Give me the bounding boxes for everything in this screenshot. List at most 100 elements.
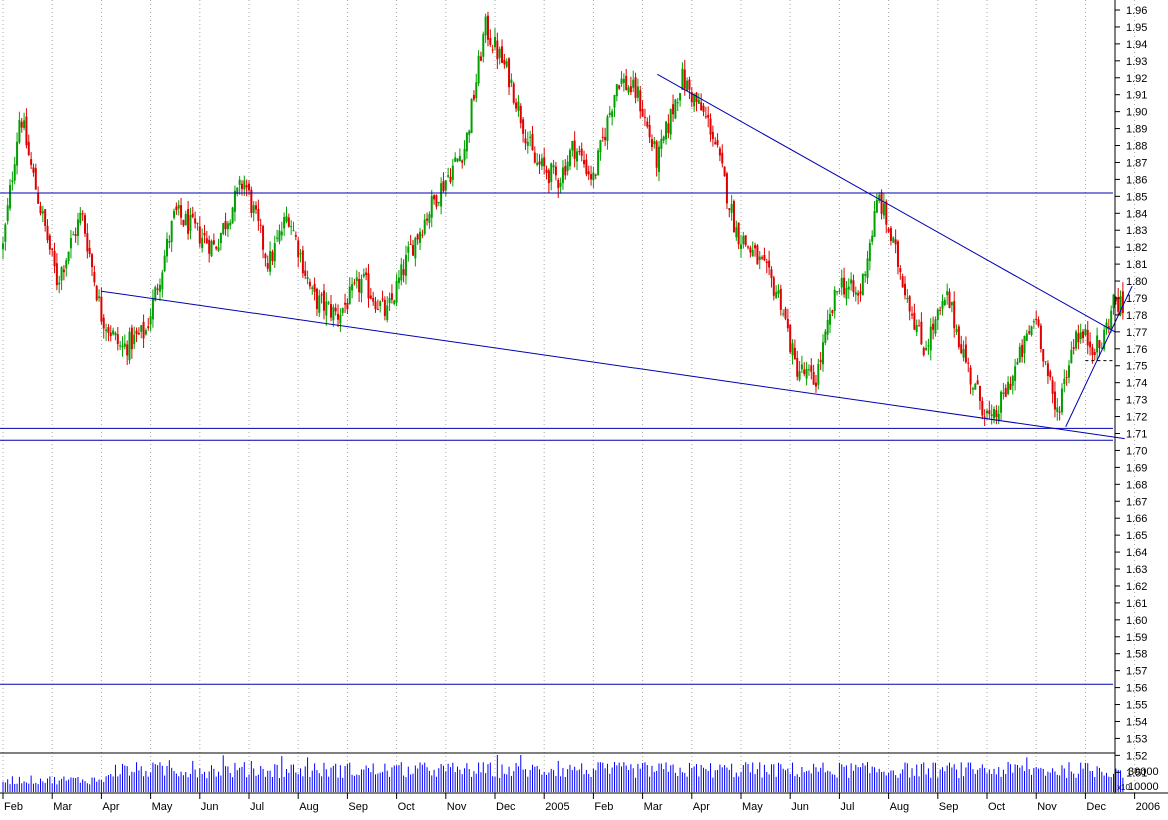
candle-body [913, 312, 916, 330]
candle-body [632, 79, 635, 88]
candle-body [1002, 392, 1005, 395]
candle-body [332, 307, 335, 321]
candle-body [529, 136, 532, 138]
candle-body [175, 206, 178, 211]
candle-body [971, 388, 974, 390]
x-tick-label: Jun [791, 801, 809, 813]
candle-body [791, 343, 794, 356]
candle-body [1011, 376, 1014, 386]
y-tick-label: 1.64 [1126, 547, 1147, 559]
candle-body [154, 286, 157, 301]
candle-body [674, 99, 677, 119]
candle-body [672, 104, 675, 115]
candle-body [1086, 330, 1089, 346]
candle-body [854, 292, 857, 295]
candle-body [531, 133, 534, 151]
y-tick-label: 1.65 [1126, 530, 1147, 542]
candle-body [46, 225, 49, 241]
candle-body [372, 297, 375, 302]
candle-body [868, 242, 871, 262]
candle-body [16, 141, 19, 166]
candle-body [67, 251, 70, 262]
candle-body [1119, 296, 1122, 315]
candle-body [611, 111, 614, 117]
candle-body [882, 203, 885, 216]
candle-body [163, 255, 166, 272]
candle-body [182, 220, 185, 226]
candle-body [557, 180, 560, 189]
y-tick-label: 1.52 [1126, 750, 1147, 762]
candle-body [911, 314, 914, 316]
x-tick-label: Feb [594, 801, 613, 813]
candle-body [573, 140, 576, 159]
candle-body [622, 78, 625, 83]
candle-body [608, 112, 611, 116]
candle-body [810, 365, 813, 372]
grid [2, 0, 1136, 793]
candle-body [137, 332, 140, 335]
candle-body [151, 297, 154, 320]
y-tick-label: 1.86 [1126, 174, 1147, 186]
candle-body [226, 223, 229, 230]
candle-body [636, 86, 639, 98]
candle-body [1014, 366, 1017, 381]
candle-body [503, 59, 506, 65]
candle-body [245, 185, 248, 188]
candle-body [620, 78, 623, 84]
candle-body [857, 293, 860, 296]
candle-body [604, 136, 607, 141]
candle-body [119, 345, 122, 347]
candle-body [18, 120, 21, 143]
candle-body [255, 205, 258, 210]
candle-body [1032, 321, 1035, 323]
candle-body [920, 321, 923, 345]
candle-body [449, 176, 452, 183]
candle-body [491, 49, 494, 51]
candle-body [187, 209, 190, 234]
candle-body [779, 288, 782, 310]
candle-body [784, 308, 787, 319]
candle-body [1084, 329, 1087, 336]
candle-body [777, 290, 780, 294]
candle-body [240, 183, 243, 189]
x-tick-label: Mar [53, 801, 72, 813]
candle-body [376, 308, 379, 310]
candle-body [526, 141, 529, 146]
candle-body [943, 299, 946, 306]
candle-body [409, 243, 412, 245]
candle-body [344, 302, 347, 305]
candle-body [873, 211, 876, 237]
candle-body [683, 69, 686, 89]
candle-body [978, 385, 981, 401]
candle-body [501, 46, 504, 63]
candle-body [742, 236, 745, 245]
candle-body [1021, 344, 1024, 357]
candle-body [257, 208, 260, 221]
candle-body [880, 192, 883, 214]
candle-body [315, 288, 318, 310]
candle-body [222, 223, 225, 234]
candle-body [421, 234, 424, 236]
candle-body [1075, 331, 1078, 349]
candle-body [697, 99, 700, 104]
candle-body [283, 217, 286, 229]
trend-line [657, 73, 1116, 333]
candle-body [297, 240, 300, 258]
candle-body [967, 362, 970, 364]
candle-body [655, 141, 658, 168]
candle-body [1065, 376, 1068, 378]
candle-body [53, 250, 56, 267]
x-tick-label: Aug [299, 801, 319, 813]
candle-body [430, 195, 433, 218]
x-tick-label: Jul [250, 801, 264, 813]
y-tick-label: 1.63 [1126, 564, 1147, 576]
candle-body [946, 291, 949, 296]
candle-body [419, 231, 422, 243]
candle-body [1056, 407, 1059, 413]
candle-body [105, 329, 108, 332]
y-tick-label: 1.70 [1126, 445, 1147, 457]
candle-body [233, 190, 236, 212]
y-tick-label: 1.66 [1126, 513, 1147, 525]
candle-body [166, 238, 168, 257]
